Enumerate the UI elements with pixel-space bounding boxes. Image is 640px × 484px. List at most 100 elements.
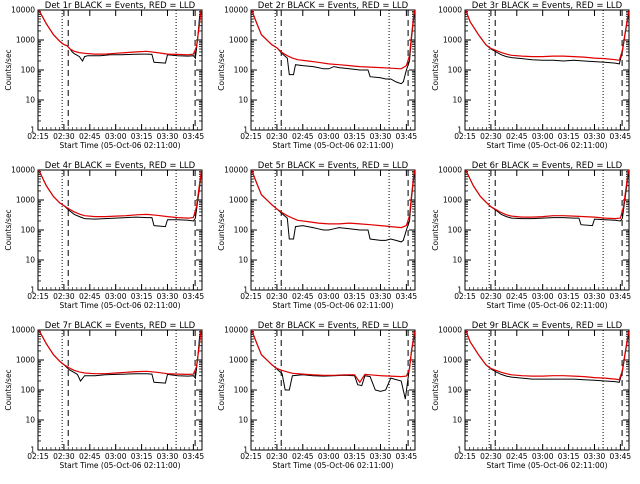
- x-tick-label: 03:30: [370, 132, 392, 141]
- x-tick-label: 02:45: [79, 292, 101, 301]
- x-tick-label: 03:45: [610, 132, 632, 141]
- x-tick-label: 02:30: [480, 452, 502, 461]
- y-tick-label: 10: [25, 256, 35, 265]
- x-tick-label: 02:15: [27, 452, 49, 461]
- x-axis-label: Start Time (05-Oct-06 02:11:00): [486, 301, 607, 310]
- x-axis-label: Start Time (05-Oct-06 02:11:00): [486, 141, 607, 150]
- x-tick-label: 03:30: [584, 132, 606, 141]
- x-tick-label: 02:45: [79, 132, 101, 141]
- x-tick-label: 03:00: [532, 452, 554, 461]
- x-tick-label: 02:45: [506, 292, 528, 301]
- y-tick-label: 1: [243, 126, 248, 135]
- y-tick-label: 1: [243, 286, 248, 295]
- x-tick-label: 03:15: [131, 452, 153, 461]
- y-tick-label: 10: [238, 96, 248, 105]
- x-tick-label: 03:45: [183, 452, 205, 461]
- panel-title: Det 5r BLACK = Events, RED = LLD: [258, 161, 409, 171]
- y-tick-label: 1000: [443, 36, 462, 45]
- x-tick-label: 03:45: [183, 132, 205, 141]
- y-axis-label: Counts/sec: [431, 209, 440, 250]
- x-axis-label: Start Time (05-Oct-06 02:11:00): [272, 301, 393, 310]
- y-axis-label: Counts/sec: [4, 49, 13, 90]
- x-tick-label: 03:00: [532, 292, 554, 301]
- x-tick-label: 03:00: [318, 292, 340, 301]
- x-tick-label: 02:15: [27, 292, 49, 301]
- x-tick-label: 02:30: [53, 292, 75, 301]
- panel-title: Det 4r BLACK = Events, RED = LLD: [45, 161, 196, 171]
- detector-panel: Det 9r BLACK = Events, RED = LLD 1 10 100 10…: [431, 321, 631, 470]
- detector-panel: Det 4r BLACK = Events, RED = LLD 1 10 100 10…: [4, 161, 204, 310]
- lld-series-line: [465, 170, 629, 220]
- y-tick-label: 10000: [11, 326, 35, 335]
- y-axis-label: Counts/sec: [217, 49, 226, 90]
- x-tick-label: 03:15: [344, 132, 366, 141]
- y-tick-label: 1000: [16, 196, 35, 205]
- x-tick-label: 03:30: [370, 452, 392, 461]
- y-tick-label: 1000: [16, 356, 35, 365]
- y-tick-label: 10000: [11, 6, 35, 15]
- x-tick-label: 03:45: [610, 452, 632, 461]
- lld-series-line: [38, 170, 202, 219]
- y-tick-label: 100: [234, 386, 249, 395]
- y-tick-label: 1000: [229, 356, 248, 365]
- x-tick-label: 03:45: [396, 132, 418, 141]
- x-tick-label: 03:00: [318, 452, 340, 461]
- x-tick-label: 03:45: [396, 292, 418, 301]
- y-tick-label: 1: [30, 286, 35, 295]
- y-axis-label: Counts/sec: [4, 209, 13, 250]
- x-axis-label: Start Time (05-Oct-06 02:11:00): [59, 141, 180, 150]
- y-tick-label: 1000: [229, 36, 248, 45]
- x-tick-label: 02:45: [292, 292, 314, 301]
- x-tick-label: 03:45: [396, 452, 418, 461]
- x-tick-label: 02:15: [454, 292, 476, 301]
- x-tick-label: 03:15: [558, 452, 580, 461]
- y-tick-label: 10: [452, 96, 462, 105]
- x-tick-label: 02:45: [79, 452, 101, 461]
- x-axis-label: Start Time (05-Oct-06 02:11:00): [486, 461, 607, 470]
- lld-series-line: [251, 330, 415, 384]
- x-tick-label: 03:30: [157, 452, 179, 461]
- y-tick-label: 100: [448, 66, 463, 75]
- y-tick-label: 10000: [438, 326, 462, 335]
- x-tick-label: 02:15: [454, 132, 476, 141]
- detector-panel: Det 8r BLACK = Events, RED = LLD 1 10 100 10…: [217, 321, 417, 470]
- x-tick-label: 03:00: [532, 132, 554, 141]
- x-tick-label: 03:00: [318, 132, 340, 141]
- y-tick-label: 1000: [229, 196, 248, 205]
- events-series-line: [251, 10, 415, 85]
- y-tick-label: 100: [448, 226, 463, 235]
- x-tick-label: 02:15: [240, 452, 262, 461]
- lld-series-line: [251, 170, 415, 229]
- x-tick-label: 02:15: [27, 132, 49, 141]
- panel-title: Det 7r BLACK = Events, RED = LLD: [45, 321, 196, 331]
- y-tick-label: 100: [448, 386, 463, 395]
- y-tick-label: 10000: [11, 166, 35, 175]
- x-tick-label: 02:30: [480, 132, 502, 141]
- lld-series-line: [251, 10, 415, 70]
- y-tick-label: 10: [452, 416, 462, 425]
- x-tick-label: 02:45: [292, 452, 314, 461]
- panel-title: Det 8r BLACK = Events, RED = LLD: [258, 321, 409, 331]
- y-tick-label: 1000: [443, 356, 462, 365]
- x-tick-label: 02:30: [53, 452, 75, 461]
- x-tick-label: 03:30: [584, 452, 606, 461]
- x-tick-label: 03:00: [105, 452, 127, 461]
- x-tick-label: 02:45: [506, 132, 528, 141]
- y-tick-label: 10000: [438, 6, 462, 15]
- y-tick-label: 10: [238, 256, 248, 265]
- x-tick-label: 03:00: [105, 132, 127, 141]
- events-series-line: [251, 330, 415, 400]
- detector-panel: Det 3r BLACK = Events, RED = LLD 1 10 100 10…: [431, 1, 631, 150]
- detector-panel: Det 5r BLACK = Events, RED = LLD 1 10 100 10…: [217, 161, 417, 310]
- y-tick-label: 100: [234, 226, 249, 235]
- x-tick-label: 03:00: [105, 292, 127, 301]
- x-tick-label: 02:30: [266, 132, 288, 141]
- y-axis-label: Counts/sec: [217, 209, 226, 250]
- y-axis-label: Counts/sec: [217, 369, 226, 410]
- y-tick-label: 100: [21, 66, 36, 75]
- y-tick-label: 100: [21, 386, 36, 395]
- panel-title: Det 3r BLACK = Events, RED = LLD: [472, 1, 623, 11]
- y-tick-label: 10000: [224, 166, 248, 175]
